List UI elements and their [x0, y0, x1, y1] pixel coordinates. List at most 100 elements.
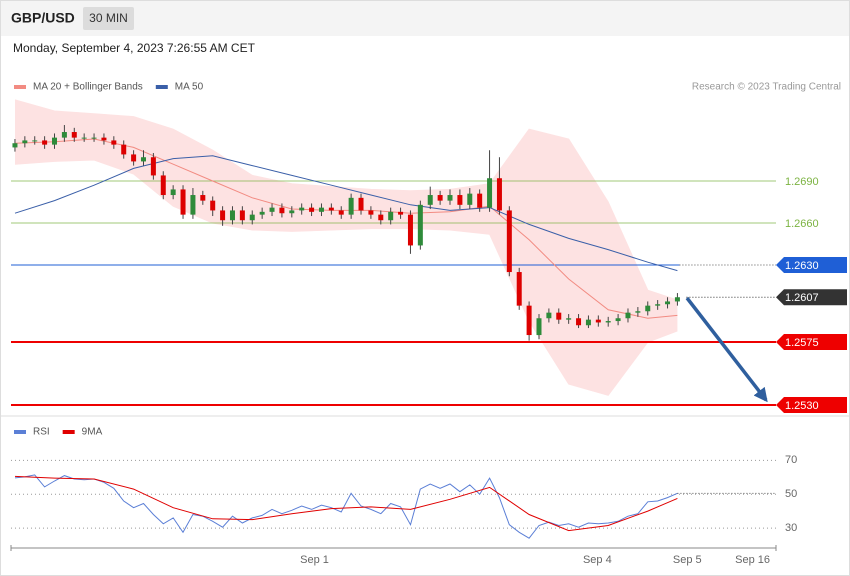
candle-body — [269, 207, 275, 212]
candle-body — [437, 195, 443, 201]
candle-body — [388, 211, 394, 221]
candle-body — [665, 301, 671, 305]
candle-body — [595, 319, 601, 323]
candle-body — [170, 189, 176, 196]
candle-body — [417, 204, 423, 246]
candle-body — [506, 210, 512, 273]
candle-body — [200, 195, 206, 201]
candle-body — [546, 312, 552, 319]
candle-body — [289, 210, 295, 214]
candle-body — [566, 318, 572, 320]
credit: Research © 2023 Trading Central — [692, 82, 841, 93]
candle-body — [22, 140, 28, 144]
candle-body — [299, 207, 305, 211]
level-tag — [776, 397, 847, 414]
candle-body — [52, 137, 58, 145]
candle-body — [536, 318, 542, 336]
legend-label: RSI — [33, 427, 50, 438]
level-label: 1.2575 — [785, 337, 819, 349]
candle-body — [220, 210, 226, 221]
candle-body — [91, 137, 97, 139]
candle-body — [674, 297, 680, 302]
candle-body — [160, 175, 166, 196]
legend-swatch — [14, 430, 26, 434]
candle-body — [427, 195, 433, 205]
candle-body — [279, 207, 285, 214]
candle-body — [398, 211, 404, 215]
rsi-line — [14, 474, 678, 539]
level-label: 1.2660 — [785, 218, 819, 230]
candle-body — [348, 197, 354, 215]
candle-body — [101, 137, 107, 141]
level-label: 1.2690 — [785, 176, 819, 188]
candle-body — [447, 195, 453, 201]
x-tick-label: Sep 1 — [300, 554, 329, 566]
candle-body — [655, 304, 661, 306]
legend-label: MA 50 — [175, 82, 204, 93]
legend-label: 9MA — [82, 427, 103, 438]
candle-body — [259, 211, 265, 215]
candle-body — [526, 305, 532, 336]
level-tag — [776, 289, 847, 306]
bollinger-fill — [15, 99, 678, 396]
forecast-arrow — [685, 296, 768, 403]
price-panel: MA 20 + Bollinger Bands MA 50 1.2690 1.2660… — [11, 82, 847, 414]
timestamp: Monday, September 4, 2023 7:26:55 AM CET — [13, 41, 256, 55]
candle-body — [81, 137, 87, 139]
candle-body — [190, 195, 196, 215]
candle-body — [338, 210, 344, 215]
candle-body — [42, 140, 48, 145]
candle-body — [309, 207, 315, 212]
candle-body — [121, 144, 127, 155]
candle-body — [32, 140, 38, 142]
level-label: 1.2607 — [785, 292, 819, 304]
candle-body — [576, 318, 582, 326]
candle-body — [615, 318, 621, 322]
symbol: GBP/USD — [11, 10, 75, 26]
x-tick-label: Sep 4 — [583, 554, 612, 566]
candle-body — [239, 210, 245, 221]
level-tag — [776, 334, 847, 351]
y-tick-label: 50 — [785, 488, 797, 500]
x-tick-label: Sep 5 — [673, 554, 702, 566]
y-tick-label: 70 — [785, 454, 797, 466]
ma-line — [14, 155, 678, 272]
candle-body — [457, 195, 463, 205]
rsi-panel: RSI 9MA 70 50 30 Sep 1 Sep 4 Sep 5 Sep 16 — [10, 427, 797, 566]
rsi-line — [14, 475, 678, 532]
level-tag — [776, 257, 847, 274]
header-bar — [1, 1, 849, 36]
candle-body — [229, 210, 235, 221]
candle-body — [487, 178, 493, 208]
candle-body — [131, 154, 137, 162]
candle-body — [150, 157, 156, 176]
candle-body — [605, 321, 611, 323]
legend-swatch — [155, 85, 168, 89]
candle-body — [378, 214, 384, 221]
interval-button[interactable] — [83, 7, 134, 30]
candle-body — [210, 200, 216, 211]
candle-body — [585, 319, 591, 326]
candle-body — [467, 193, 473, 205]
candle-body — [180, 189, 186, 215]
legend-swatch — [14, 85, 26, 89]
candle-body — [407, 214, 413, 246]
candle-body — [496, 178, 502, 211]
candle-body — [249, 214, 255, 221]
candle-body — [635, 311, 641, 313]
candle-body — [12, 143, 18, 148]
level-label: 1.2630 — [785, 260, 819, 272]
y-tick-label: 30 — [785, 522, 797, 534]
candle-body — [625, 312, 631, 319]
candle-body — [328, 207, 334, 211]
level-label: 1.2530 — [785, 400, 819, 412]
legend-label: MA 20 + Bollinger Bands — [33, 82, 143, 93]
interval[interactable]: 30 MIN — [89, 11, 128, 25]
candle-body — [645, 305, 651, 312]
candle-body — [111, 140, 117, 145]
candle-body — [71, 132, 77, 138]
candle-body — [358, 197, 364, 211]
x-tick-label: Sep 16 — [735, 554, 770, 566]
candle-body — [140, 157, 146, 162]
